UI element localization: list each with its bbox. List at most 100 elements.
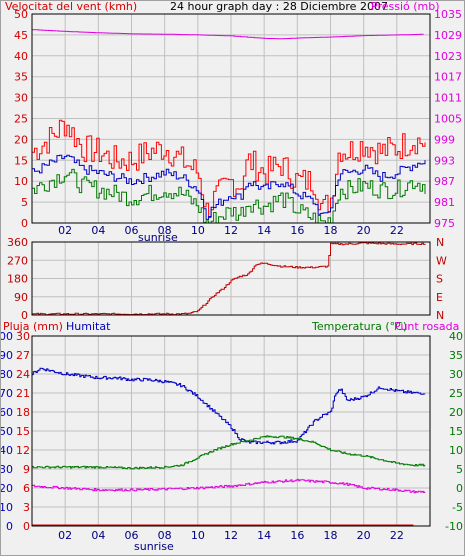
direction-tick-label: 270 bbox=[7, 254, 28, 267]
humidity-tick-label: 90 bbox=[0, 349, 13, 362]
rain-tick-label: 9 bbox=[23, 463, 30, 476]
wind-tick-label: 30 bbox=[14, 92, 28, 105]
temperature-tick-label: 0 bbox=[456, 482, 463, 495]
humidity-tick-label: 80 bbox=[0, 368, 13, 381]
rain-axis-title: Pluja (mm) bbox=[3, 320, 63, 333]
wind-tick-label: 50 bbox=[14, 8, 28, 21]
rain-tick-label: 6 bbox=[23, 482, 30, 495]
wind-tick-label: 40 bbox=[14, 50, 28, 63]
x-tick-label: 18 bbox=[324, 224, 338, 237]
humidity-tick-label: 40 bbox=[0, 444, 13, 457]
grid-panel-3 bbox=[32, 336, 430, 526]
x-tick-label: 14 bbox=[257, 224, 271, 237]
sunrise-label-3: sunrise bbox=[134, 540, 174, 553]
grid-panel-2 bbox=[32, 242, 430, 315]
series-panel-2 bbox=[32, 242, 426, 316]
series-panel-1 bbox=[32, 29, 426, 224]
series-wind-avg bbox=[32, 154, 426, 220]
humidity-tick-label: 30 bbox=[0, 463, 13, 476]
humidity-tick-label: 0 bbox=[6, 520, 13, 533]
wind-axis-title: Velocitat del vent (kmh) bbox=[5, 0, 137, 13]
pressure-tick-label: 975 bbox=[434, 217, 455, 230]
frame-panel-3 bbox=[31, 335, 431, 527]
pressure-tick-label: 1035 bbox=[434, 8, 462, 21]
wind-tick-label: 20 bbox=[14, 133, 28, 146]
x-tick-label: 08 bbox=[158, 224, 172, 237]
humidity-tick-labels: 0 10 20 30 40 50 60 70 80 90 100 bbox=[0, 330, 13, 533]
x-tick-label: 20 bbox=[357, 529, 371, 542]
rain-tick-label: 15 bbox=[16, 425, 30, 438]
x-tick-label: 10 bbox=[191, 224, 205, 237]
x-tick-label: 06 bbox=[125, 529, 139, 542]
rain-humidity-temp-panel: Pluja (mm) Humitat Temperatura (°C) Punt… bbox=[0, 320, 463, 553]
series-temperature bbox=[32, 435, 426, 470]
rain-tick-label: 27 bbox=[16, 349, 30, 362]
x-tick-label: 04 bbox=[91, 529, 105, 542]
chart-title: 24 hour graph day : 28 Diciembre 2007 bbox=[170, 0, 388, 13]
temperature-tick-label: 35 bbox=[449, 349, 463, 362]
humidity-tick-label: 10 bbox=[0, 501, 13, 514]
temperature-tick-label: 15 bbox=[449, 425, 463, 438]
series-humidity bbox=[32, 367, 426, 445]
pressure-tick-labels: 975 981 987 993 999 1005 1011 1017 1023 1029 1035 bbox=[434, 8, 462, 230]
wind-tick-label: 0 bbox=[21, 217, 28, 230]
temperature-tick-label: 20 bbox=[449, 406, 463, 419]
rain-tick-label: 0 bbox=[23, 520, 30, 533]
series-wind-max bbox=[32, 119, 426, 218]
x-tick-label: 20 bbox=[357, 224, 371, 237]
x-tick-label: 02 bbox=[58, 224, 72, 237]
humidity-axis-title: Humitat bbox=[66, 320, 111, 333]
temperature-axis-title: Temperatura (°C) bbox=[311, 320, 407, 333]
grid-panel-1 bbox=[32, 14, 430, 223]
wind-tick-label: 10 bbox=[14, 175, 28, 188]
rain-tick-label: 12 bbox=[16, 444, 30, 457]
compass-label: E bbox=[436, 291, 443, 304]
pressure-tick-label: 1011 bbox=[434, 92, 462, 105]
pressure-tick-label: 981 bbox=[434, 196, 455, 209]
frame-panel-2 bbox=[31, 241, 431, 316]
direction-tick-label: 0 bbox=[21, 309, 28, 322]
rain-tick-label: 21 bbox=[16, 387, 30, 400]
rain-tick-label: 30 bbox=[16, 330, 30, 343]
compass-label: N bbox=[436, 309, 444, 322]
frame-panel-1 bbox=[31, 13, 431, 224]
series-pressure bbox=[32, 29, 424, 40]
dewpoint-axis-title: Punt rosada bbox=[394, 320, 459, 333]
compass-label: S bbox=[436, 273, 443, 286]
wind-tick-label: 5 bbox=[21, 196, 28, 209]
sunrise-label-1: sunrise bbox=[138, 231, 178, 244]
pressure-tick-label: 1029 bbox=[434, 29, 462, 42]
temperature-tick-label: -5 bbox=[452, 501, 463, 514]
x-tick-label: 12 bbox=[224, 224, 238, 237]
x-tick-label: 10 bbox=[191, 529, 205, 542]
pressure-tick-label: 999 bbox=[434, 133, 455, 146]
humidity-tick-label: 20 bbox=[0, 482, 13, 495]
x-tick-labels-panel-3: 02 04 06 08 10 12 14 16 18 20 22 bbox=[58, 529, 404, 542]
x-tick-label: 22 bbox=[390, 529, 404, 542]
compass-label: W bbox=[436, 254, 447, 267]
compass-label: N bbox=[436, 236, 444, 249]
x-tick-label: 16 bbox=[290, 529, 304, 542]
wind-tick-label: 45 bbox=[14, 29, 28, 42]
humidity-tick-label: 70 bbox=[0, 387, 13, 400]
series-panel-3 bbox=[32, 367, 426, 526]
pressure-tick-label: 993 bbox=[434, 154, 455, 167]
wind-tick-label: 35 bbox=[14, 71, 28, 84]
direction-tick-labels: 0 90 180 270 360 bbox=[7, 236, 28, 322]
direction-tick-label: 90 bbox=[14, 291, 28, 304]
temperature-tick-label: 25 bbox=[449, 387, 463, 400]
x-tick-label: 22 bbox=[390, 224, 404, 237]
humidity-tick-label: 60 bbox=[0, 406, 13, 419]
wind-tick-label: 15 bbox=[14, 154, 28, 167]
rain-tick-label: 3 bbox=[23, 501, 30, 514]
temperature-tick-label: 30 bbox=[449, 368, 463, 381]
x-tick-label: 16 bbox=[290, 224, 304, 237]
pressure-tick-label: 987 bbox=[434, 175, 455, 188]
pressure-tick-label: 1017 bbox=[434, 71, 462, 84]
direction-tick-label: 180 bbox=[7, 273, 28, 286]
series-dewpoint bbox=[32, 478, 426, 494]
rain-tick-labels: 0 3 6 9 12 15 18 21 24 27 30 bbox=[16, 330, 30, 533]
series-direction bbox=[32, 242, 426, 316]
temperature-tick-label: 40 bbox=[449, 330, 463, 343]
